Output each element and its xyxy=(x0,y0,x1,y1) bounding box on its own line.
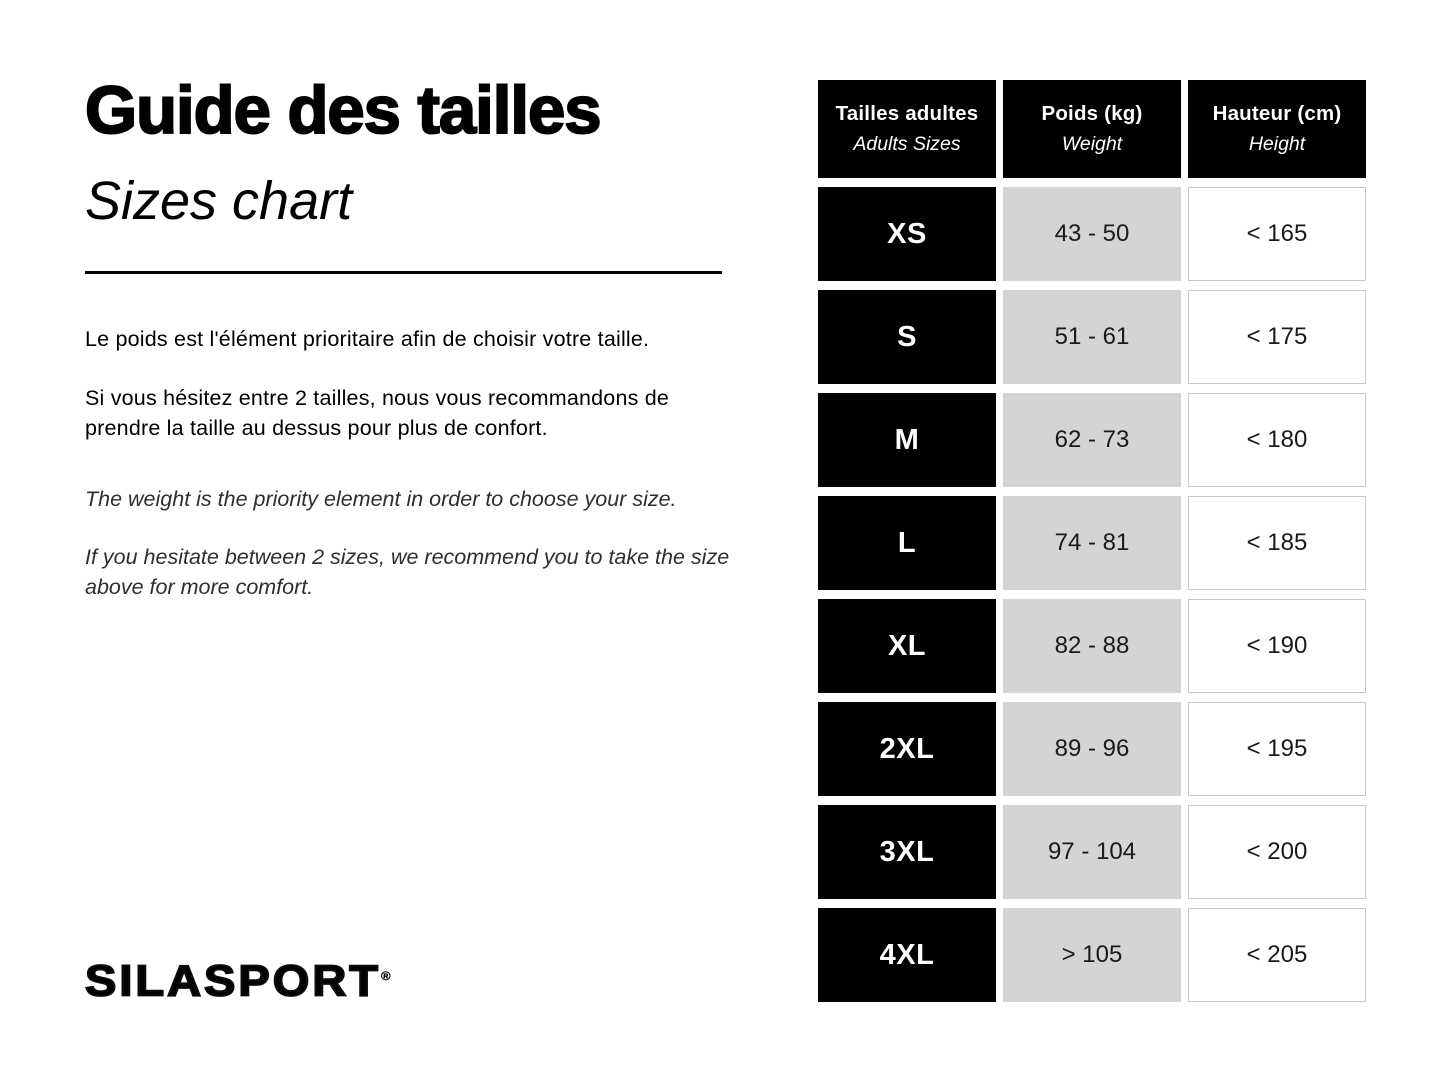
column-header-weight: Poids (kg) Weight xyxy=(1003,80,1181,178)
intro-text-fr-2: Si vous hésitez entre 2 tailles, nous vo… xyxy=(85,386,670,440)
divider-line xyxy=(85,271,722,274)
size-cell-3xl: 3XL xyxy=(818,805,996,899)
height-cell-l: < 185 xyxy=(1188,496,1366,590)
weight-cell-l: 74 - 81 xyxy=(1003,496,1181,590)
size-cell-xs: XS xyxy=(818,187,996,281)
height-cell-xs: < 165 xyxy=(1188,187,1366,281)
column-header-weight-en: Weight xyxy=(1061,133,1123,155)
height-cell-m: < 180 xyxy=(1188,393,1366,487)
column-header-sizes-fr: Tailles adultes xyxy=(835,102,979,125)
weight-cell-2xl: 89 - 96 xyxy=(1003,702,1181,796)
column-header-height-en: Height xyxy=(1248,133,1306,155)
weight-cell-xs: 43 - 50 xyxy=(1003,187,1181,281)
column-header-height-fr: Hauteur (cm) xyxy=(1212,102,1342,125)
page-subtitle: Sizes chart xyxy=(85,171,353,231)
size-cell-m: M xyxy=(818,393,996,487)
weight-cell-m: 62 - 73 xyxy=(1003,393,1181,487)
weight-cell-xl: 82 - 88 xyxy=(1003,599,1181,693)
weight-cell-s: 51 - 61 xyxy=(1003,290,1181,384)
height-cell-2xl: < 195 xyxy=(1188,702,1366,796)
size-cell-l: L xyxy=(818,496,996,590)
column-header-sizes-en: Adults Sizes xyxy=(853,133,961,155)
column-header-height: Hauteur (cm) Height xyxy=(1188,80,1366,178)
size-cell-2xl: 2XL xyxy=(818,702,996,796)
intro-text-en-2: If you hesitate between 2 sizes, we reco… xyxy=(85,545,730,599)
weight-cell-3xl: 97 - 104 xyxy=(1003,805,1181,899)
height-cell-xl: < 190 xyxy=(1188,599,1366,693)
registered-trademark-symbol: ® xyxy=(380,969,391,983)
brand-logo-text: SILASPORT xyxy=(84,955,381,1006)
weight-cell-4xl: > 105 xyxy=(1003,908,1181,1002)
height-cell-3xl: < 200 xyxy=(1188,805,1366,899)
height-cell-s: < 175 xyxy=(1188,290,1366,384)
brand-logo: SILASPORT® xyxy=(84,955,391,1006)
size-table: Tailles adultes Adults Sizes Poids (kg) … xyxy=(818,80,1366,1002)
height-cell-4xl: < 205 xyxy=(1188,908,1366,1002)
size-cell-xl: XL xyxy=(818,599,996,693)
column-header-sizes: Tailles adultes Adults Sizes xyxy=(818,80,996,178)
column-header-weight-fr: Poids (kg) xyxy=(1041,102,1143,125)
size-cell-s: S xyxy=(818,290,996,384)
page-title: Guide des tailles xyxy=(84,72,602,149)
intro-text-en-1: The weight is the priority element in or… xyxy=(85,487,677,511)
size-cell-4xl: 4XL xyxy=(818,908,996,1002)
intro-text-fr-1: Le poids est l'élément prioritaire afin … xyxy=(85,327,650,351)
